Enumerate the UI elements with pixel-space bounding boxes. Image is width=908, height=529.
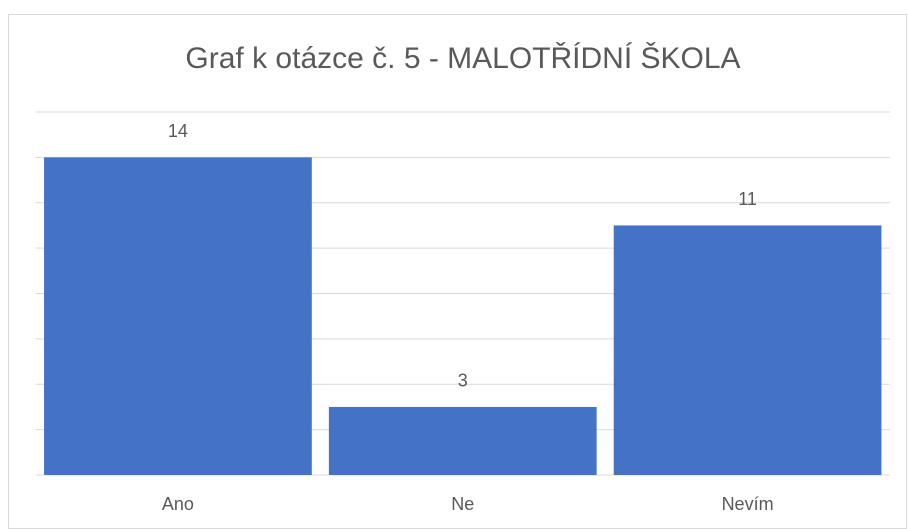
data-label: 14 xyxy=(168,121,188,141)
x-tick-label: Nevím xyxy=(722,494,774,514)
chart-title: Graf k otázce č. 5 - MALOTŘÍDNÍ ŠKOLA xyxy=(185,41,740,75)
data-label: 3 xyxy=(458,371,468,391)
bar xyxy=(44,157,312,475)
data-label: 11 xyxy=(738,189,757,209)
x-tick-label: Ne xyxy=(451,494,474,514)
bar xyxy=(328,406,597,475)
bar xyxy=(613,225,882,475)
x-tick-label: Ano xyxy=(162,494,194,514)
